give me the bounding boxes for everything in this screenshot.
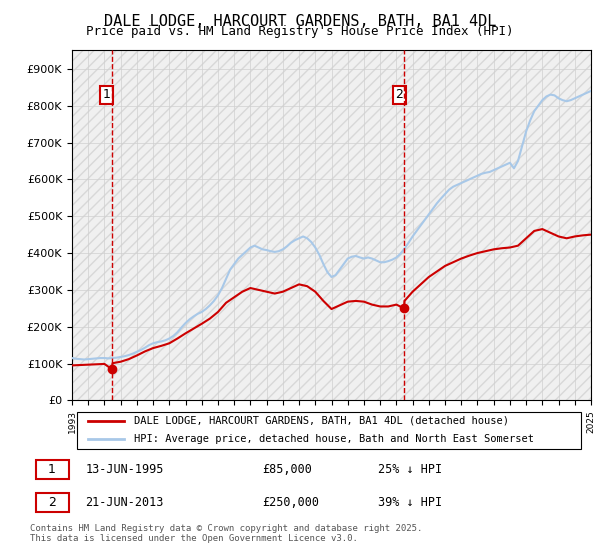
FancyBboxPatch shape	[35, 460, 68, 479]
Text: Contains HM Land Registry data © Crown copyright and database right 2025.
This d: Contains HM Land Registry data © Crown c…	[30, 524, 422, 543]
Text: 25% ↓ HPI: 25% ↓ HPI	[378, 463, 442, 476]
FancyBboxPatch shape	[35, 493, 68, 512]
Text: DALE LODGE, HARCOURT GARDENS, BATH, BA1 4DL (detached house): DALE LODGE, HARCOURT GARDENS, BATH, BA1 …	[134, 416, 509, 426]
Text: 2: 2	[395, 88, 403, 101]
FancyBboxPatch shape	[77, 412, 581, 449]
Text: £250,000: £250,000	[262, 496, 319, 510]
Text: DALE LODGE, HARCOURT GARDENS, BATH, BA1 4DL: DALE LODGE, HARCOURT GARDENS, BATH, BA1 …	[104, 14, 496, 29]
Text: 39% ↓ HPI: 39% ↓ HPI	[378, 496, 442, 510]
Text: 1: 1	[48, 463, 56, 476]
Text: HPI: Average price, detached house, Bath and North East Somerset: HPI: Average price, detached house, Bath…	[134, 434, 534, 444]
Text: Price paid vs. HM Land Registry's House Price Index (HPI): Price paid vs. HM Land Registry's House …	[86, 25, 514, 38]
Bar	[72, 50, 591, 400]
Text: 21-JUN-2013: 21-JUN-2013	[85, 496, 164, 510]
Text: £85,000: £85,000	[262, 463, 312, 476]
Text: 1: 1	[103, 88, 111, 101]
Text: 2: 2	[48, 496, 56, 510]
Text: 13-JUN-1995: 13-JUN-1995	[85, 463, 164, 476]
